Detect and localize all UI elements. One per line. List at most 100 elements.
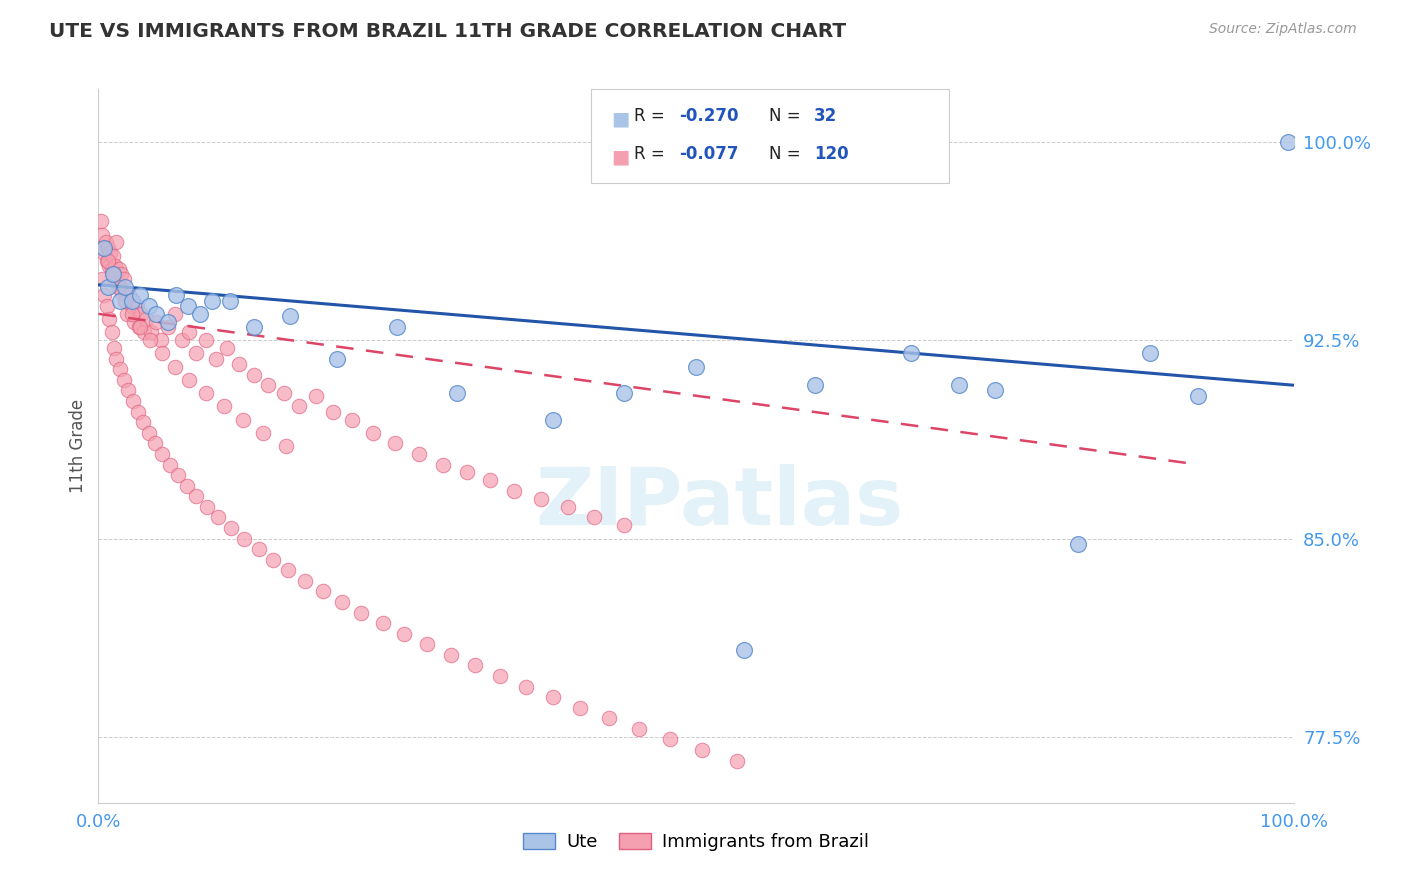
Point <box>98 260 121 274</box>
Point <box>690 743 713 757</box>
Point <box>91 241 114 255</box>
Point <box>108 293 131 308</box>
Point <box>97 241 120 255</box>
Point <box>363 425 385 440</box>
Point <box>394 626 416 640</box>
Point <box>121 293 143 308</box>
Point <box>201 293 224 308</box>
Text: N =: N = <box>769 145 806 162</box>
Point <box>129 288 152 302</box>
Point <box>97 280 120 294</box>
Point <box>274 439 297 453</box>
Point <box>127 404 149 418</box>
Point <box>1139 346 1161 360</box>
Point <box>121 299 143 313</box>
Point <box>228 357 250 371</box>
Text: 120: 120 <box>814 145 849 162</box>
Point <box>195 500 218 514</box>
Point <box>103 272 125 286</box>
Point <box>1067 537 1090 551</box>
Point <box>91 272 114 286</box>
Point <box>305 389 328 403</box>
Point <box>515 680 537 694</box>
Text: ZIPatlas: ZIPatlas <box>536 464 904 542</box>
Point <box>138 425 160 440</box>
Point <box>117 384 139 398</box>
Point <box>627 722 650 736</box>
Point <box>105 351 128 366</box>
Point <box>384 436 406 450</box>
Point <box>107 261 129 276</box>
Point <box>150 346 173 360</box>
Point <box>219 521 242 535</box>
Point <box>948 378 970 392</box>
Point <box>112 272 135 286</box>
Point <box>188 307 211 321</box>
Point <box>207 510 229 524</box>
Point <box>541 690 564 704</box>
Point <box>186 489 208 503</box>
Point <box>176 478 198 492</box>
Point <box>129 320 152 334</box>
Point <box>121 307 143 321</box>
Y-axis label: 11th Grade: 11th Grade <box>69 399 87 493</box>
Point <box>131 307 153 321</box>
Point <box>177 299 200 313</box>
Point <box>530 491 553 506</box>
Point <box>179 326 201 340</box>
Point <box>145 315 167 329</box>
Point <box>278 310 301 324</box>
Point <box>195 333 218 347</box>
Point <box>135 312 157 326</box>
Point <box>139 326 162 340</box>
Point <box>125 299 148 313</box>
Point <box>479 474 502 488</box>
Point <box>105 235 128 250</box>
Point <box>139 333 162 347</box>
Point <box>212 400 235 414</box>
Point <box>103 341 125 355</box>
Point <box>322 404 344 418</box>
Point <box>195 386 218 401</box>
Text: -0.077: -0.077 <box>679 145 738 162</box>
Point <box>464 658 486 673</box>
Point <box>1187 389 1209 403</box>
Point <box>159 458 181 472</box>
Text: ■: ■ <box>612 147 630 166</box>
Point <box>150 447 173 461</box>
Point <box>101 249 124 263</box>
Point <box>108 280 131 294</box>
Point <box>122 394 145 409</box>
Point <box>114 293 136 308</box>
Point <box>172 333 194 347</box>
Point <box>984 384 1007 398</box>
Point <box>1277 135 1299 149</box>
Point <box>93 246 115 260</box>
Point <box>91 227 114 242</box>
Point <box>98 246 122 260</box>
Point <box>96 254 118 268</box>
Point <box>804 378 827 392</box>
Point <box>204 351 226 366</box>
Point <box>114 280 136 294</box>
Point <box>330 595 353 609</box>
Point <box>440 648 463 662</box>
Point <box>93 241 115 255</box>
Point <box>725 754 748 768</box>
Point <box>232 412 254 426</box>
Point <box>143 436 166 450</box>
Point <box>294 574 316 588</box>
Point <box>131 415 153 429</box>
Point <box>107 280 129 294</box>
Point <box>163 307 186 321</box>
Point <box>118 288 141 302</box>
Point <box>385 320 409 334</box>
Point <box>557 500 579 514</box>
Point <box>186 346 208 360</box>
Point <box>252 425 274 440</box>
Point <box>489 669 512 683</box>
Point <box>163 359 186 374</box>
Point <box>132 326 155 340</box>
Point <box>257 378 280 392</box>
Point <box>277 563 299 577</box>
